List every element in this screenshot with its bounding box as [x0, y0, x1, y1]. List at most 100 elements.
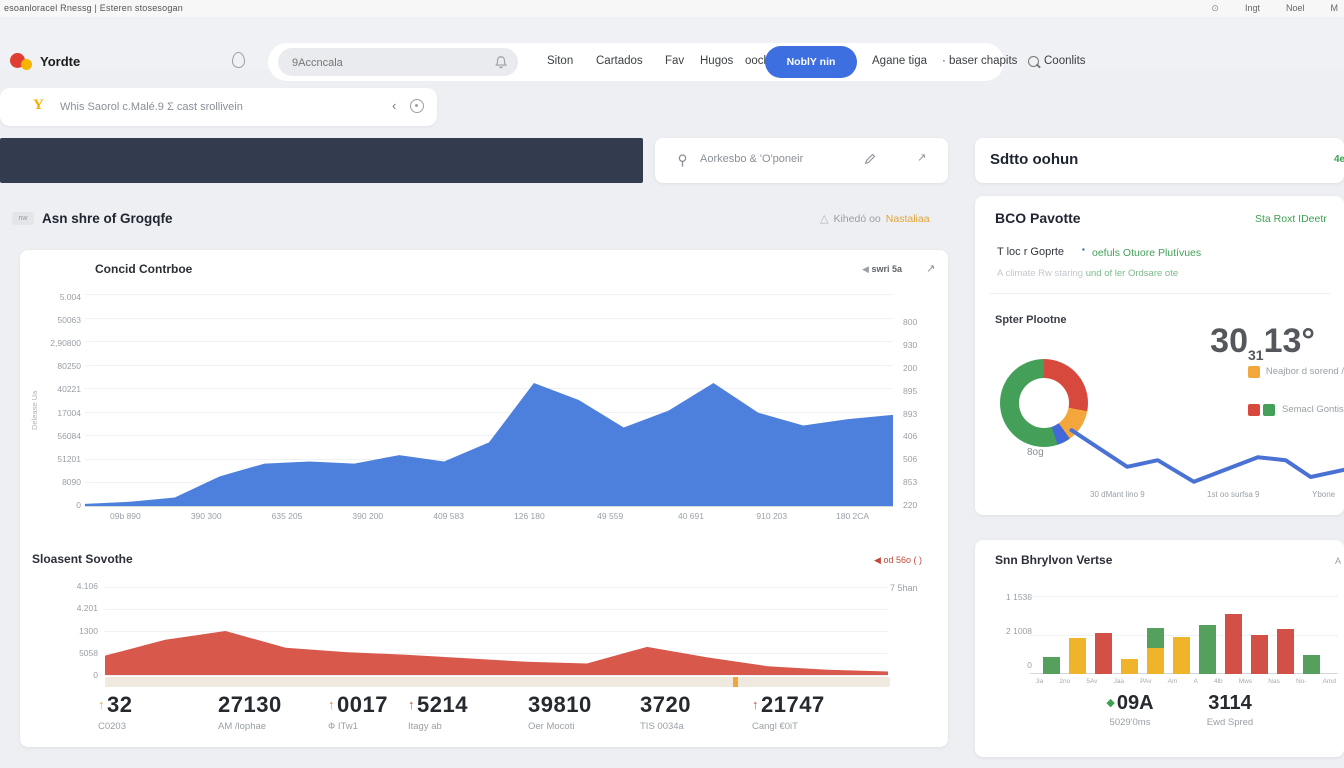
stat-value: 09A	[1116, 692, 1154, 714]
gauge-value-suffix: 13°	[1263, 322, 1315, 360]
bars-stat-block[interactable]: ◆ 09A 5029'0ms	[1075, 692, 1185, 728]
trend-up-icon: ↑	[408, 697, 415, 712]
nav-link[interactable]: Fav	[665, 55, 685, 67]
trend-line-chart[interactable]	[1066, 426, 1344, 486]
nav-link[interactable]: · baser chapits	[942, 55, 1018, 67]
browser-chrome: esoanloracel Rnessg | Esteren stosesogan…	[0, 0, 1344, 18]
axis-label: 5.004	[59, 292, 81, 302]
bar-chart[interactable]	[1043, 614, 1343, 674]
location-pin-icon[interactable]	[232, 52, 245, 68]
axis-label: 2no	[1059, 678, 1071, 685]
legend-swatch-orange	[1248, 366, 1260, 378]
chart2-title: Sloasent Sovothe	[32, 552, 133, 566]
stat-block[interactable]: ↑5214 Itagy ab	[408, 692, 468, 732]
legend-row: Neajbor d sorend /	[1248, 366, 1344, 378]
trend-up-icon: ↑	[98, 697, 105, 712]
stat-label: Itagy ab	[408, 721, 442, 732]
axis-label: 930	[903, 339, 918, 350]
axis-label: 0	[1027, 660, 1032, 670]
pencil-icon[interactable]	[863, 152, 877, 166]
chart1-area[interactable]	[85, 294, 893, 506]
brand-name[interactable]: Yordte	[40, 54, 81, 69]
brand-logo-icon	[21, 59, 32, 70]
timeline-scrubber[interactable]	[105, 677, 890, 687]
stat-block[interactable]: ↑32 C0203	[98, 692, 132, 732]
metrica-logo-icon: Y	[33, 97, 44, 113]
chart1-y-axis-left: 5.004 50063 2,90800 80250 40221 17004 56084 512…	[25, 292, 81, 510]
browser-menu-item[interactable]: Noel	[1285, 3, 1305, 13]
axis-label: 853	[903, 477, 918, 488]
trend-x-label: Ybone	[1312, 490, 1336, 499]
timeline-marker	[733, 677, 738, 687]
leaf-icon[interactable]: 4e	[1334, 154, 1344, 165]
nav-link[interactable]: Siton	[547, 55, 574, 67]
section-title: Asn shre of Grogqfe	[42, 211, 173, 226]
eco-profile-card: BCO Pavotte Sta Roxt IDeetr T loc r Gopr…	[975, 196, 1344, 515]
monthly-bars-card: Snn Bhrylvon Vertse A 1 1538 2 1008 0 3a 2n…	[975, 540, 1344, 757]
stat-block[interactable]: ↑0017 Ф ITw1	[328, 692, 388, 732]
stat-block[interactable]: 39810 Oer Mocoti	[528, 692, 592, 732]
axis-label: Mws	[1238, 678, 1253, 685]
primary-nav-button[interactable]: NoblY nin	[765, 46, 857, 78]
browser-tab-title[interactable]: esoanloracel Rnessg | Esteren stosesogan	[4, 3, 183, 13]
right-panel-header: Sdtto oohun 4e	[975, 138, 1344, 183]
nav-link[interactable]: Cartados	[596, 55, 643, 67]
query-text[interactable]: Whis Saorol c.Malé.9 Σ cast srollivein	[60, 101, 243, 113]
axis-label: 5058	[79, 647, 98, 658]
axis-label: 1300	[79, 625, 98, 636]
query-bar[interactable]	[0, 88, 437, 126]
chart1-meta[interactable]: ◀ swri 5a	[862, 264, 902, 275]
chevron-left-icon[interactable]: ‹	[392, 98, 397, 113]
bell-icon[interactable]	[494, 55, 508, 69]
search-bar[interactable]	[278, 48, 518, 78]
export-icon[interactable]: ↗	[926, 263, 936, 275]
axis-label: 506	[903, 454, 918, 465]
pin-icon[interactable]	[675, 152, 690, 169]
report-tabbar: Coolins Ehdgaw Betep N Rovrtoheico Biaol…	[0, 138, 643, 315]
stat-block[interactable]: 27130 AM /lophae	[218, 692, 282, 732]
chart2-area[interactable]	[105, 587, 888, 675]
stat-value: 3720	[640, 692, 691, 717]
chart1-y-axis-title: Delease Ua	[30, 390, 39, 430]
axis-label: No-	[1295, 678, 1307, 685]
eco-card-link[interactable]: Sta Roxt IDeetr	[1255, 213, 1327, 225]
gauge-value-sub: 31	[1248, 346, 1264, 363]
share-donut-chart[interactable]	[1000, 359, 1088, 447]
stat-label: C0203	[98, 721, 126, 732]
chart1-x-axis: 09b 890 390 300 635 205 390 200 409 583 126 1…	[85, 511, 893, 521]
chart2-meta[interactable]: ◀ od 56o ( )	[874, 555, 922, 566]
divider	[990, 293, 1330, 294]
axis-label: 50063	[57, 315, 81, 326]
bars-card-corner[interactable]: A	[1335, 556, 1342, 566]
status-accent-text: Nastaliaa	[885, 212, 930, 225]
bars-x-axis: 3a 2no 5Av Jaa PAv Am A 4lb Mws Nas No- Amd	[1036, 678, 1336, 685]
gauge-value-main: 30	[1210, 322, 1248, 360]
legend-row: Semacl Gontis	[1248, 404, 1344, 416]
incognito-icon[interactable]: ⊙	[1211, 3, 1219, 13]
section-status[interactable]: △ Kihedó oo Nastaliaa	[820, 212, 930, 226]
axis-label: 1 1538	[1006, 592, 1032, 602]
axis-label: 17004	[57, 407, 81, 418]
segment-label[interactable]: Aorkesbo & 'O'poneir	[700, 153, 804, 165]
bar	[1251, 635, 1268, 674]
stat-block[interactable]: ↑21747 Cangl €0iT	[752, 692, 825, 732]
bars-stat-block[interactable]: 3114 Ewd Spred	[1185, 692, 1275, 728]
nav-search-link[interactable]: Coonlits	[1028, 55, 1086, 67]
bars-card-title: Snn Bhrylvon Vertse	[995, 553, 1113, 567]
browser-menu-item[interactable]: M	[1330, 3, 1339, 13]
stat-block[interactable]: 3720 TIS 0034a	[640, 692, 691, 732]
search-input[interactable]	[290, 48, 484, 78]
eco-row-value[interactable]: oefuls Otuore Plutívues	[1092, 247, 1202, 259]
segment-bar[interactable]: Aorkesbo & 'O'poneir ↗	[655, 138, 948, 183]
axis-label: 5Av	[1086, 678, 1098, 685]
browser-menu-item[interactable]: Ingt	[1244, 3, 1260, 13]
bullet-icon: ▪	[1082, 245, 1085, 254]
nav-link[interactable]: oock	[745, 55, 770, 67]
nav-link[interactable]: Hugos	[700, 55, 734, 67]
target-icon[interactable]	[410, 99, 424, 113]
axis-label: 180 2CA	[836, 511, 870, 521]
nav-link[interactable]: Agane tiga	[872, 55, 927, 67]
axis-label: 80250	[57, 361, 81, 372]
expand-arrow-icon[interactable]: ↗	[917, 152, 927, 164]
axis-label: Jaa	[1113, 678, 1125, 685]
